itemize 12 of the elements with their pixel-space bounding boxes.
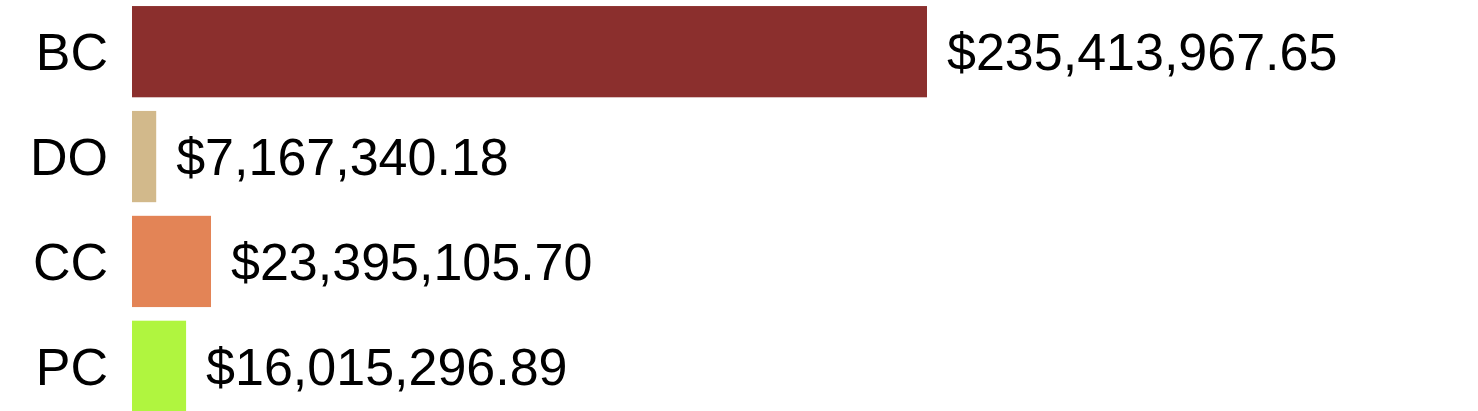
y-tick-label: PC bbox=[35, 337, 108, 396]
data-label: $235,413,967.65 bbox=[947, 22, 1338, 81]
y-tick-label: DO bbox=[30, 127, 108, 186]
bar bbox=[132, 215, 212, 308]
bar bbox=[132, 320, 187, 411]
data-label: $16,015,296.89 bbox=[206, 337, 568, 396]
bar bbox=[132, 6, 927, 98]
bar bbox=[132, 110, 157, 203]
data-label: $23,395,105.70 bbox=[231, 232, 593, 291]
y-tick-label: BC bbox=[35, 22, 108, 81]
y-tick-label: CC bbox=[32, 232, 108, 291]
data-label: $7,167,340.18 bbox=[176, 127, 509, 186]
